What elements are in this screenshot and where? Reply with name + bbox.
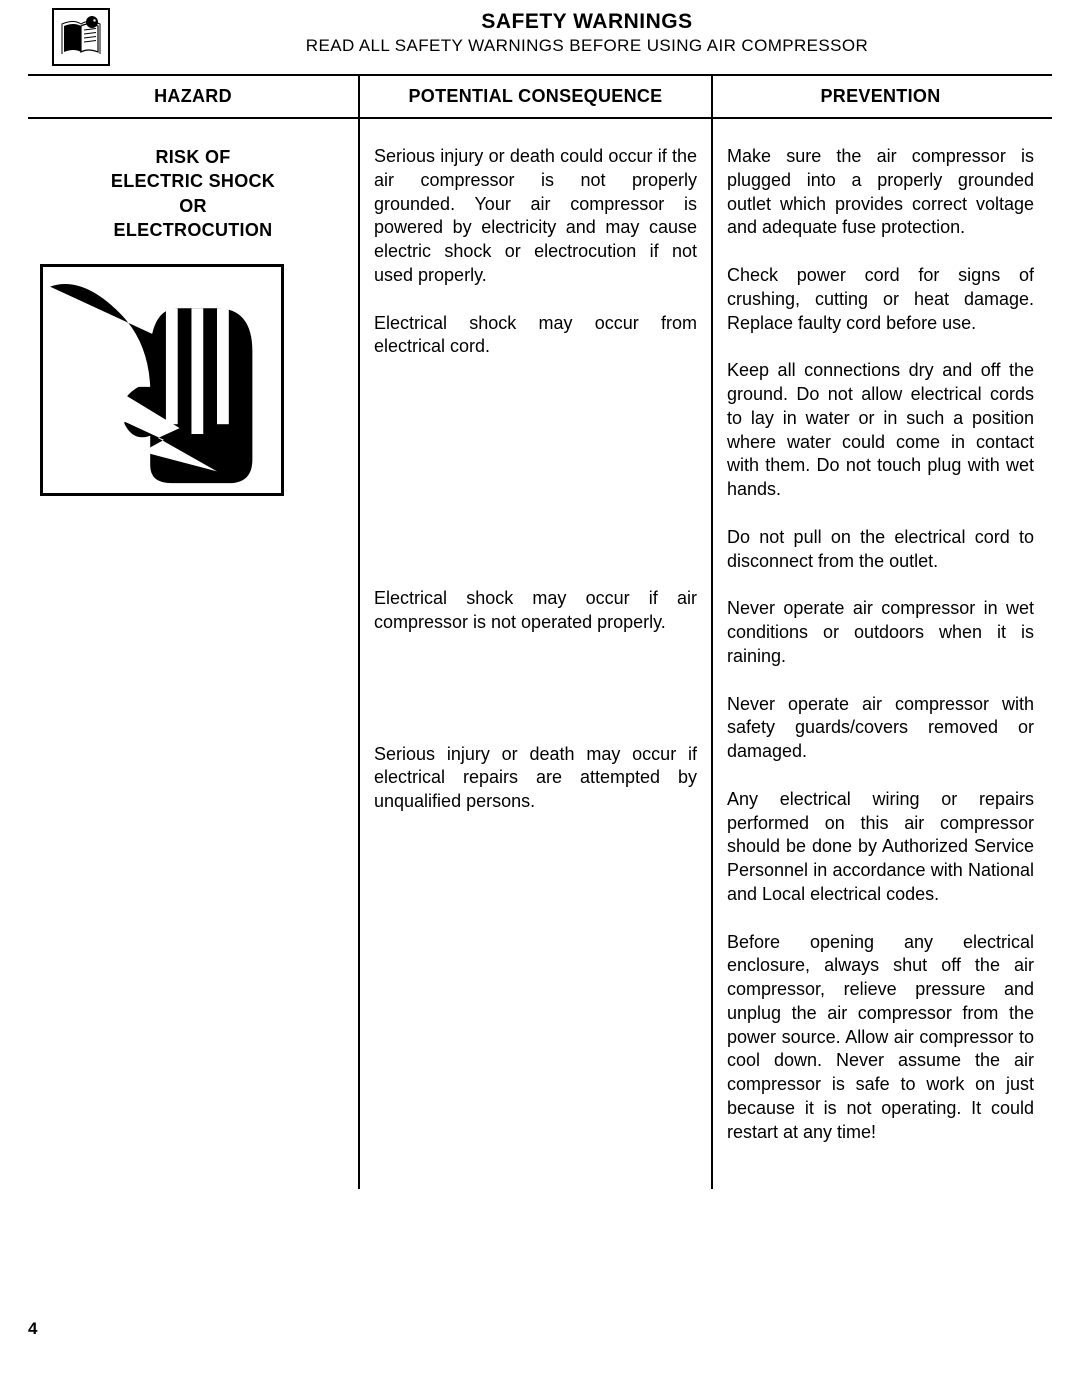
page-title: SAFETY WARNINGS	[122, 10, 1052, 34]
col-header-prevention: PREVENTION	[713, 76, 1048, 117]
hazard-icon-container	[40, 264, 340, 496]
spacer	[374, 659, 697, 743]
consequence-paragraph: Serious injury or death may occur if ele…	[374, 743, 697, 814]
hazard-label: RISK OF ELECTRIC SHOCK OR ELECTROCUTION	[46, 145, 340, 242]
read-manual-icon	[52, 8, 110, 66]
page-subtitle: READ ALL SAFETY WARNINGS BEFORE USING AI…	[122, 36, 1052, 56]
spacer	[374, 383, 697, 587]
hazard-line: OR	[179, 196, 207, 216]
safety-table: HAZARD POTENTIAL CONSEQUENCE PREVENTION …	[28, 74, 1052, 1189]
prevention-paragraph: Before opening any electrical enclosure,…	[727, 931, 1034, 1145]
prevention-paragraph: Make sure the air compressor is plugged …	[727, 145, 1034, 240]
table-body-row: RISK OF ELECTRIC SHOCK OR ELECTROCUTION	[28, 119, 1052, 1189]
electric-shock-hand-icon	[40, 264, 284, 496]
prevention-paragraph: Never operate air compressor with safety…	[727, 693, 1034, 764]
hazard-line: ELECTRIC SHOCK	[111, 171, 275, 191]
prevention-paragraph: Check power cord for signs of crushing, …	[727, 264, 1034, 335]
prevention-paragraph: Keep all connections dry and off the gro…	[727, 359, 1034, 502]
page-header: SAFETY WARNINGS READ ALL SAFETY WARNINGS…	[52, 8, 1052, 66]
consequence-paragraph: Electrical shock may occur from electric…	[374, 312, 697, 360]
table-header-row: HAZARD POTENTIAL CONSEQUENCE PREVENTION	[28, 74, 1052, 119]
hazard-line: RISK OF	[155, 147, 230, 167]
consequence-cell: Serious injury or death could occur if t…	[358, 119, 713, 1189]
prevention-paragraph: Never operate air compressor in wet cond…	[727, 597, 1034, 668]
consequence-paragraph: Serious injury or death could occur if t…	[374, 145, 697, 288]
prevention-paragraph: Any electrical wiring or repairs perform…	[727, 788, 1034, 907]
prevention-paragraph: Do not pull on the electrical cord to di…	[727, 526, 1034, 574]
col-header-hazard: HAZARD	[28, 76, 358, 117]
page-number: 4	[28, 1319, 37, 1339]
hazard-line: ELECTROCUTION	[114, 220, 273, 240]
open-book-head-icon	[56, 12, 106, 62]
consequence-paragraph: Electrical shock may occur if air compre…	[374, 587, 697, 635]
hazard-cell: RISK OF ELECTRIC SHOCK OR ELECTROCUTION	[28, 119, 358, 1189]
header-text-block: SAFETY WARNINGS READ ALL SAFETY WARNINGS…	[122, 8, 1052, 56]
col-header-consequence: POTENTIAL CONSEQUENCE	[358, 76, 713, 117]
prevention-cell: Make sure the air compressor is plugged …	[713, 119, 1048, 1189]
